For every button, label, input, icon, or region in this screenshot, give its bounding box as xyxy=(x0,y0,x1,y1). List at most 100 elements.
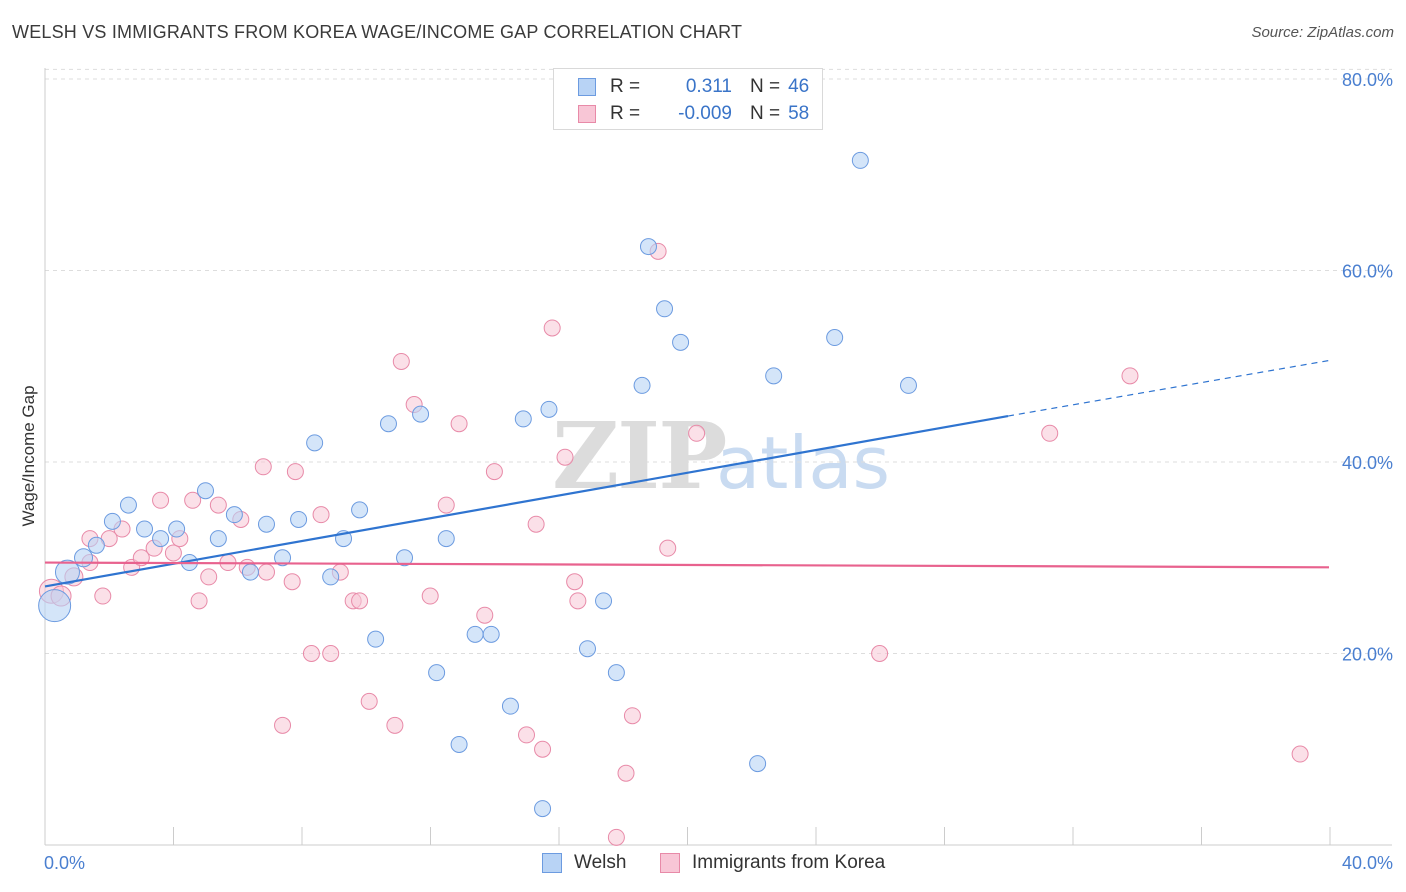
y-tick-label: 40.0% xyxy=(1342,453,1393,473)
y-tick-label: 80.0% xyxy=(1342,70,1393,90)
x-ticks xyxy=(44,827,1331,845)
korea-point xyxy=(386,716,404,734)
korea-point xyxy=(302,645,320,662)
korea-point xyxy=(283,573,301,591)
korea-point xyxy=(450,415,468,433)
korea-point xyxy=(360,692,378,710)
korea-point xyxy=(534,740,552,758)
legend-r-label: R = xyxy=(610,76,641,97)
korea-point xyxy=(286,463,304,481)
legend-r-label: R = xyxy=(610,103,641,124)
welsh-point xyxy=(578,640,596,658)
y-tick-labels: 20.0% 40.0% 60.0% 80.0% xyxy=(1342,70,1393,665)
welsh-point xyxy=(540,400,558,418)
korea-point xyxy=(688,424,706,442)
welsh-point xyxy=(241,563,259,581)
korea-point xyxy=(476,606,494,624)
welsh-point xyxy=(274,549,292,567)
y-tick-label: 20.0% xyxy=(1342,645,1393,665)
legend-n-value: 46 xyxy=(788,76,810,97)
korea-point xyxy=(1041,424,1059,442)
korea-point xyxy=(257,563,275,581)
legend-r-value: -0.009 xyxy=(678,103,732,124)
welsh-point xyxy=(450,735,468,753)
welsh-point xyxy=(412,405,430,423)
legend-swatch-korea xyxy=(660,853,680,873)
welsh-point xyxy=(639,238,657,256)
welsh-point xyxy=(136,520,154,538)
korea-point xyxy=(94,587,112,605)
legend-item-korea: Immigrants from Korea xyxy=(660,852,885,874)
korea-point xyxy=(556,448,574,466)
welsh-point xyxy=(396,549,414,567)
welsh-point xyxy=(290,510,308,528)
korea-point xyxy=(659,539,677,557)
legend-n-value: 58 xyxy=(788,103,810,124)
welsh-point xyxy=(209,530,227,548)
korea-point xyxy=(1121,367,1139,385)
legend-r-value: 0.311 xyxy=(685,76,732,97)
watermark: ZIP atlas xyxy=(552,402,890,510)
x-tick-label: 40.0% xyxy=(1342,853,1393,873)
welsh-point xyxy=(257,515,275,533)
korea-point xyxy=(274,716,292,734)
legend-item-welsh: Welsh xyxy=(542,852,626,874)
korea-point xyxy=(209,496,227,514)
korea-point xyxy=(527,515,545,533)
welsh-point xyxy=(595,592,613,610)
welsh-trend-extension xyxy=(1007,359,1330,417)
korea-point xyxy=(254,458,272,476)
legend-n-label: N = xyxy=(750,103,781,124)
korea-point xyxy=(164,544,182,562)
watermark-zip: ZIP xyxy=(552,402,725,510)
korea-point xyxy=(351,592,369,610)
korea-point xyxy=(392,352,410,370)
korea-point xyxy=(871,645,889,662)
welsh-point xyxy=(306,434,324,452)
welsh-trend-line xyxy=(44,414,1009,588)
korea-trend-line xyxy=(44,561,1330,569)
x-tick-label: 0.0% xyxy=(44,853,85,873)
welsh-point xyxy=(851,151,869,169)
welsh-point xyxy=(765,367,783,385)
korea-point xyxy=(152,491,170,509)
welsh-point xyxy=(672,333,690,351)
welsh-point xyxy=(749,755,767,773)
series-legend: Welsh Immigrants from Korea xyxy=(0,852,1406,878)
legend-swatch-welsh xyxy=(578,78,596,96)
welsh-point xyxy=(119,496,137,514)
korea-point xyxy=(322,645,340,662)
welsh-point xyxy=(379,415,397,433)
korea-point xyxy=(617,764,635,782)
y-tick-label: 60.0% xyxy=(1342,262,1393,282)
welsh-point xyxy=(103,512,121,530)
welsh-point xyxy=(428,664,446,682)
x-tick-labels: 0.0% 40.0% xyxy=(44,853,1393,873)
welsh-point xyxy=(367,630,385,648)
trend-lines xyxy=(44,359,1330,588)
korea-point xyxy=(437,496,455,514)
welsh-point xyxy=(225,506,243,524)
legend-swatch-korea xyxy=(578,105,596,123)
welsh-point xyxy=(826,329,844,347)
welsh-point xyxy=(482,625,500,643)
welsh-point xyxy=(54,559,80,585)
welsh-point xyxy=(152,530,170,548)
korea-point xyxy=(518,726,535,744)
welsh-point xyxy=(197,482,214,500)
korea-point xyxy=(607,828,625,846)
legend-swatch-welsh xyxy=(542,853,562,873)
stats-legend: R = 0.311 N = 46 R = -0.009 N = 58 xyxy=(553,68,823,130)
welsh-point xyxy=(633,376,651,394)
korea-point xyxy=(190,592,208,610)
korea-point xyxy=(200,568,218,586)
welsh-point xyxy=(87,536,105,554)
korea-point xyxy=(566,573,584,591)
welsh-point xyxy=(322,568,340,586)
korea-point xyxy=(132,549,150,567)
y-axis-label: Wage/Income Gap xyxy=(19,385,38,526)
welsh-point xyxy=(514,410,532,428)
korea-point xyxy=(485,463,503,481)
korea-point xyxy=(543,319,561,337)
